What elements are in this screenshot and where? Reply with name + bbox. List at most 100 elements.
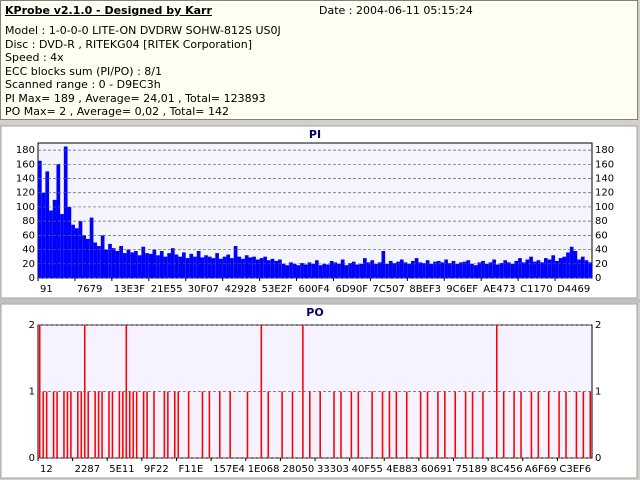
bar [405,391,408,458]
bar [167,391,169,458]
bar [536,260,541,278]
bar [355,264,360,278]
bar [514,260,519,278]
bar [142,391,145,458]
x-tick-label: 7679 [77,284,102,295]
bar [547,391,550,458]
bar [322,263,327,278]
bar [289,262,293,278]
bar [196,251,201,278]
x-tick-label: 91 [40,284,53,295]
bar [173,391,176,458]
bar [507,262,511,278]
bar [555,260,559,278]
bar [71,224,75,278]
info-line: ECC blocks sum (PI/PO) : 8/1 [5,64,162,78]
x-tick-label: 60691 [421,464,453,475]
bar [285,265,290,278]
bar [482,391,484,458]
bar [425,260,430,278]
x-tick-label: 12 [40,464,53,475]
bar [187,391,190,458]
bar [122,391,124,458]
bar [52,199,57,278]
bar [525,259,530,278]
bar [454,391,457,458]
bar [111,391,114,458]
bar [211,258,216,278]
x-tick-label: F11E [179,464,204,475]
y-tick-label: 120 [16,188,35,199]
bar [388,260,393,278]
bar [529,256,533,278]
bar [496,325,498,458]
x-tick-label: C3EF6 [559,464,591,475]
bar [455,263,460,278]
bar [370,260,375,278]
bar [174,254,179,278]
y-tick-label: 1 [29,387,35,398]
bar [97,391,100,458]
bar [426,391,429,458]
bar [134,251,138,278]
bar [395,391,398,458]
bar [532,261,537,278]
bar [208,391,211,458]
x-tick-label: 21E55 [151,284,183,295]
y-tick-label-right: 40 [595,245,608,256]
bar [388,391,391,458]
bar [218,258,223,278]
bar [267,391,270,458]
bar [163,391,166,458]
x-tick-label: C1170 [520,284,552,295]
bar [119,246,123,278]
bar [132,391,134,458]
bar [558,258,563,278]
y-tick-label: 20 [22,259,35,270]
bar [495,264,500,278]
y-tick-label: 180 [16,145,35,156]
bar [229,391,231,458]
bar [222,256,227,278]
bar [204,255,208,278]
bar [145,253,149,278]
bar [350,391,353,458]
bar [329,260,334,278]
y-tick-label: 2 [29,320,35,331]
bar [589,391,592,458]
bar [60,214,64,278]
bar [473,265,478,278]
bar [226,254,231,278]
bar [246,391,249,458]
bar [371,391,373,458]
x-tick-label: 6D90F [335,284,368,295]
bar [333,391,335,458]
bar [296,265,301,278]
bar [118,391,121,458]
y-tick-label: 140 [16,174,35,185]
x-tick-label: 8C456 [490,464,522,475]
bar [411,260,415,278]
chart-title: PO [306,306,323,319]
bar [108,243,112,278]
bar [464,391,467,458]
bar [156,255,160,278]
bar [77,391,79,458]
x-tick-label: 30F07 [188,284,219,295]
y-tick-label-right: 60 [595,230,608,241]
bar [300,263,304,278]
y-tick-label: 40 [22,245,35,256]
info-line: Scanned range : 0 - D9EC3h [5,78,161,91]
bar [551,255,556,278]
bar [278,259,282,278]
bar [167,253,171,278]
bar [201,391,204,458]
bar [281,391,283,458]
y-tick-label-right: 0 [595,273,601,284]
x-tick-label: 75189 [456,464,488,475]
bar [185,258,190,278]
bar [540,262,544,278]
bar [429,263,434,278]
x-tick-label: 1E068 [248,464,280,475]
bar [303,264,308,278]
